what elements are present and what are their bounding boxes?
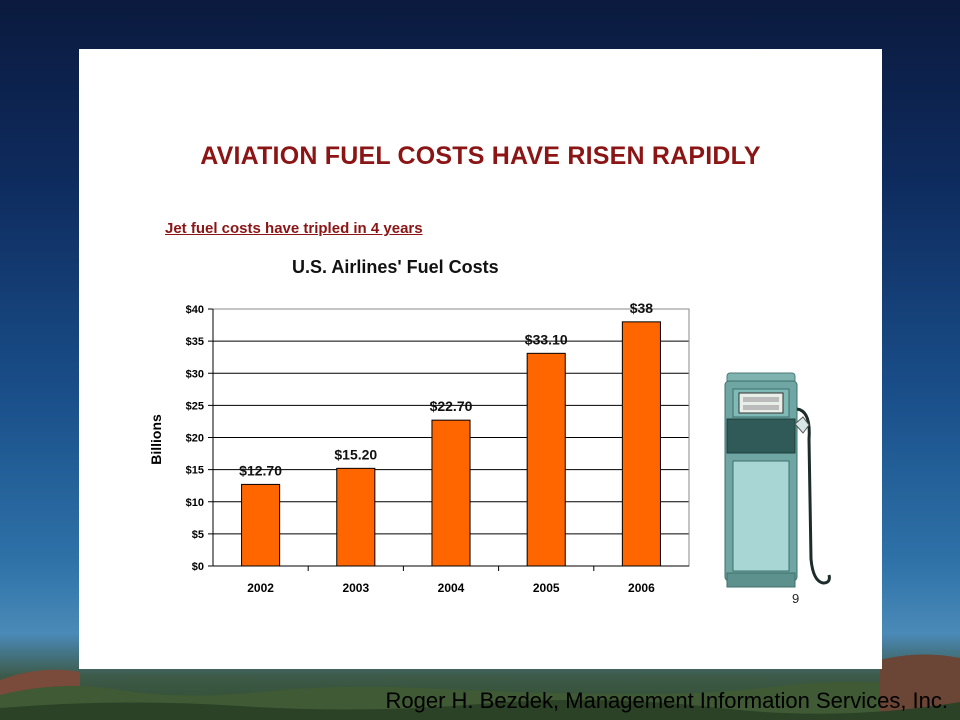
x-tick-label: 2002 xyxy=(247,581,274,595)
x-tick-label: 2005 xyxy=(533,581,560,595)
x-tick-label: 2006 xyxy=(628,581,655,595)
y-tick-label: $30 xyxy=(186,368,204,380)
y-tick-label: $20 xyxy=(186,433,204,445)
footer-credit: Roger H. Bezdek, Management Information … xyxy=(385,688,948,713)
data-label: $15.20 xyxy=(334,446,377,462)
x-tick-label: 2004 xyxy=(438,581,465,595)
data-label: $38 xyxy=(630,300,654,316)
bar-2006 xyxy=(621,321,661,567)
y-tick-label: $5 xyxy=(192,529,204,541)
y-tick-label: $0 xyxy=(192,561,204,573)
bar-2003 xyxy=(336,467,376,567)
page-number: 9 xyxy=(792,591,800,606)
y-tick-label: $40 xyxy=(186,304,204,316)
labels: $0 $5 $10 $15 $20 $25 $30 $35 $40 $12.70 2002 $15.2… xyxy=(148,300,655,595)
axes xyxy=(208,308,690,571)
y-axis-title: Billions xyxy=(148,414,164,465)
data-label: $33.10 xyxy=(525,331,568,347)
y-tick-label: $10 xyxy=(186,497,204,509)
slide-subtitle: Jet fuel costs have tripled in 4 years xyxy=(165,220,423,237)
slide-panel: AVIATION FUEL COSTS HAVE RISEN RAPIDLY J… xyxy=(79,49,882,669)
data-label: $22.70 xyxy=(430,398,473,414)
fuel-pump-icon xyxy=(724,372,831,588)
y-tick-label: $35 xyxy=(186,336,204,348)
bar-2002 xyxy=(241,483,281,567)
bars xyxy=(241,321,661,567)
data-label: $12.70 xyxy=(239,462,282,478)
y-tick-label: $15 xyxy=(186,465,204,477)
x-tick-label: 2003 xyxy=(342,581,369,595)
landscape-background xyxy=(0,654,960,720)
chart-title: U.S. Airlines' Fuel Costs xyxy=(292,257,499,277)
bar-2005 xyxy=(526,352,566,567)
bar-chart: $0 $5 $10 $15 $20 $25 $30 $35 $40 $12.70 2002 $15.2… xyxy=(148,300,690,595)
slide-title: AVIATION FUEL COSTS HAVE RISEN RAPIDLY xyxy=(200,142,761,170)
y-tick-label: $25 xyxy=(186,400,204,412)
bar-2004 xyxy=(431,419,471,567)
